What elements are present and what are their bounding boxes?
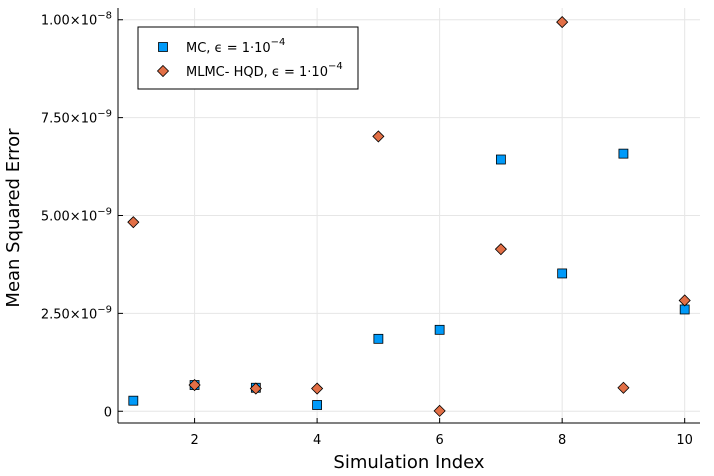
mlmc-hqd-point xyxy=(678,294,691,307)
x-axis-title: Simulation Index xyxy=(333,452,485,473)
mlmc-hqd-point xyxy=(249,382,262,395)
y-tick-label: 1.00×10−8 xyxy=(41,11,112,29)
mlmc-hqd-point xyxy=(188,378,201,392)
legend-marker xyxy=(156,64,170,78)
mc-point xyxy=(128,395,139,406)
x-tick-label: 2 xyxy=(190,433,198,448)
mlmc-hqd-point xyxy=(556,16,569,29)
x-tick-label: 8 xyxy=(558,433,566,448)
data-points xyxy=(127,16,691,417)
y-tick-label: 2.50×10−9 xyxy=(41,304,112,322)
y-tick-label: 5.00×10−9 xyxy=(41,207,112,225)
legend: MC, ϵ = 1·10−4 MLMC- HQD, ϵ = 1·10−4 xyxy=(137,26,359,90)
mlmc-hqd-point xyxy=(311,382,324,395)
x-tick-label: 4 xyxy=(313,433,321,448)
mlmc-hqd-point xyxy=(494,243,507,256)
legend-label: MLMC- HQD, ϵ = 1·10−4 xyxy=(186,61,343,80)
mlmc-hqd-point xyxy=(372,130,385,143)
legend-box xyxy=(137,26,359,90)
legend-marker xyxy=(158,42,168,52)
mlmc-hqd-point xyxy=(127,216,140,229)
y-axis-title: Mean Squared Error xyxy=(3,128,24,308)
axes xyxy=(117,8,700,424)
x-tick-label: 10 xyxy=(676,433,693,448)
y-tick-label: 0 xyxy=(104,405,112,420)
legend-label: MC, ϵ = 1·10−4 xyxy=(186,37,285,56)
tick-labels: 2 4 6 8 10 0 2.50×10−9 5.00×10−9 7.50×10−9 1.00×1… xyxy=(41,11,693,448)
mc-point xyxy=(557,268,568,279)
mc-point xyxy=(618,148,629,159)
mlmc-hqd-point xyxy=(617,381,630,394)
x-tick-label: 6 xyxy=(435,433,443,448)
y-tick-label: 7.50×10−9 xyxy=(41,109,112,127)
mc-point xyxy=(434,324,445,335)
mc-point xyxy=(312,400,323,410)
mc-point xyxy=(373,333,384,344)
mc-point xyxy=(495,154,506,165)
mlmc-hqd-point xyxy=(433,404,446,417)
